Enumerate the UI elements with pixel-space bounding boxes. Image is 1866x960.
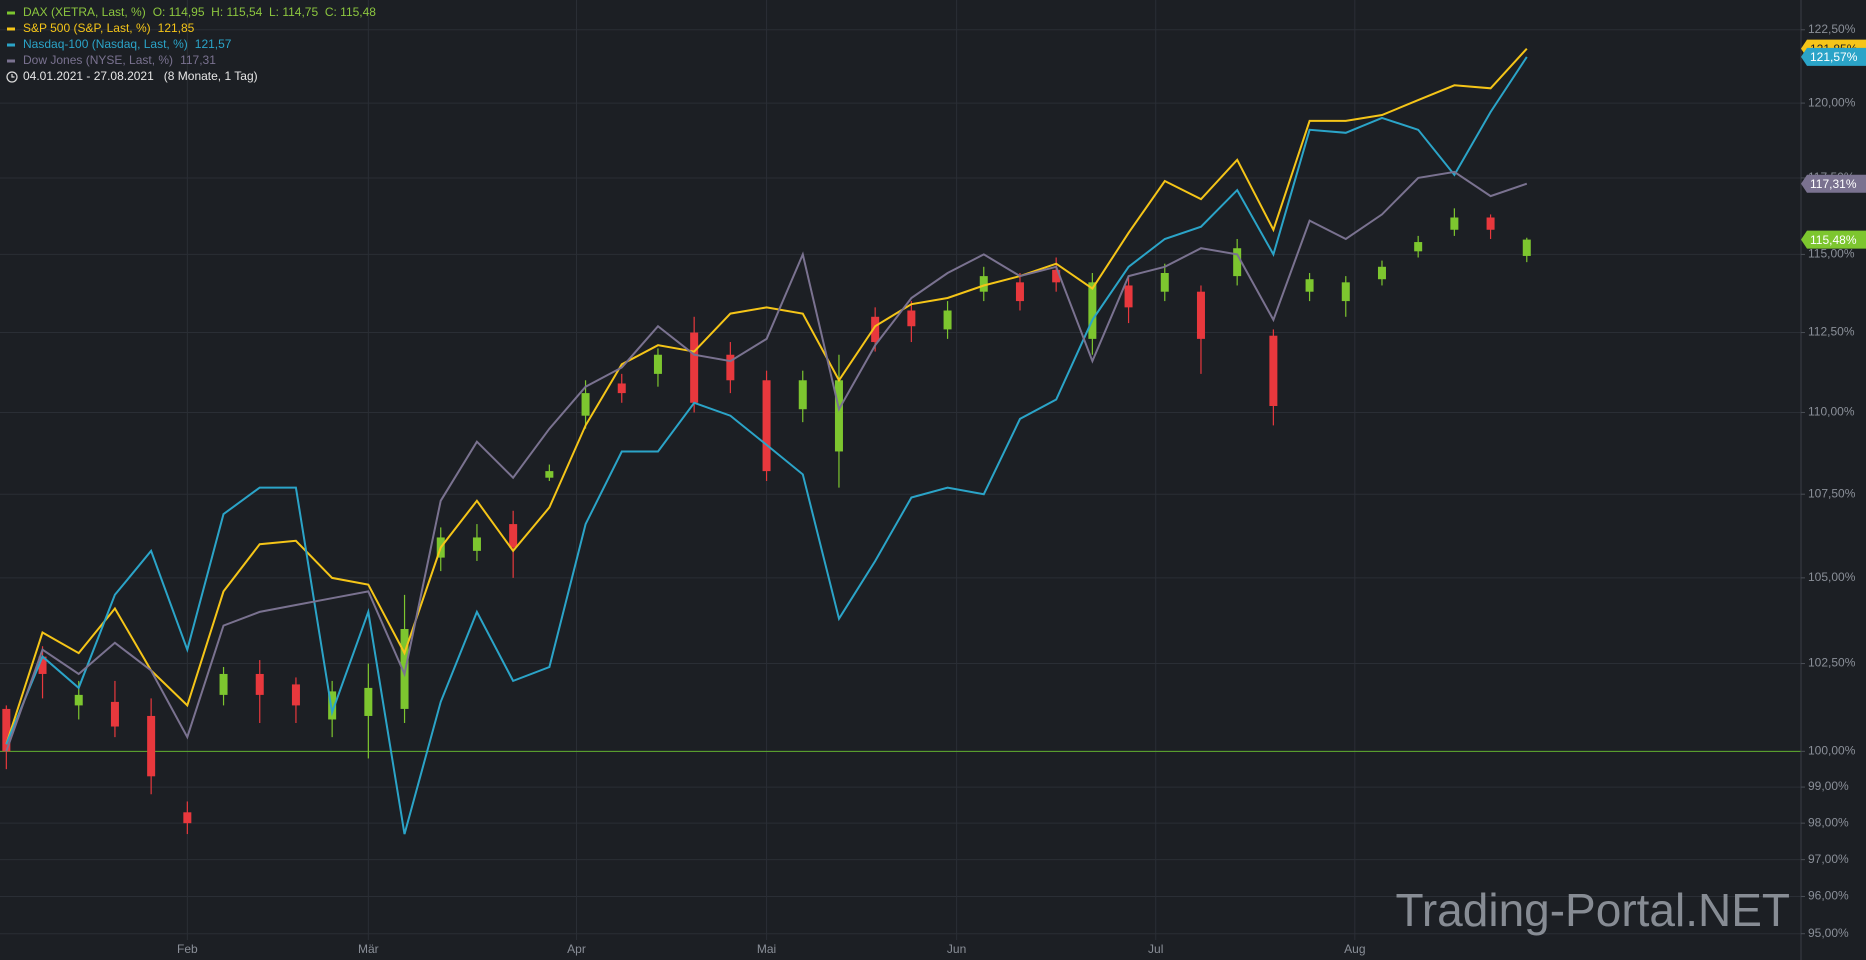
legend-name: S&P 500 (S&P, Last, %) — [23, 21, 151, 35]
candle-body — [472, 537, 481, 551]
y-tick-label: 97,00% — [1808, 852, 1849, 866]
y-tick-label: 107,50% — [1808, 486, 1856, 500]
date-range: 04.01.2021 - 27.08.2021 — [23, 69, 154, 83]
axis: 95,00% 96,00% 97,00% 98,00% 99,00% 100,00% 102… — [177, 22, 1866, 956]
x-tick-label: Mär — [358, 942, 379, 956]
x-tick-label: Aug — [1344, 942, 1365, 956]
candle-body — [147, 715, 156, 777]
candle-body — [183, 812, 192, 824]
candle-body — [545, 471, 554, 478]
candle-body — [1486, 217, 1495, 230]
value-tag — [1801, 174, 1866, 193]
candle-body — [364, 687, 373, 716]
y-tick-label: 102,50% — [1808, 656, 1856, 670]
y-tick-label: 99,00% — [1808, 779, 1849, 793]
candle-body — [1305, 279, 1314, 292]
legend-value: 121,57 — [195, 37, 232, 51]
candle-body — [653, 354, 662, 374]
y-tick-label: 100,00% — [1808, 744, 1856, 758]
legend: 04.01.2021 - 27.08.2021 (8 Monate, 1 Tag… — [6, 5, 377, 83]
candle-body — [291, 684, 300, 706]
candle-body — [871, 316, 880, 343]
candle-body — [1450, 217, 1459, 230]
legend-marker — [7, 43, 15, 47]
y-tick-label: 95,00% — [1808, 926, 1849, 940]
candle-body — [219, 673, 228, 695]
plot — [0, 48, 1801, 835]
x-tick-label: Jul — [1148, 942, 1163, 956]
candle-body — [38, 656, 47, 674]
y-tick-label: 122,50% — [1808, 22, 1856, 36]
legend-name: DAX (XETRA, Last, %) — [23, 5, 146, 19]
value-tag-label: 117,31% — [1810, 177, 1857, 191]
legend-value: O: 114,95 H: 115,54 L: 114,75 C: 115,48 — [153, 5, 377, 19]
candle-body — [834, 380, 843, 452]
candle-body — [2, 708, 11, 752]
candle-body — [110, 701, 119, 727]
candle-body — [1160, 273, 1169, 292]
candle-body — [1341, 282, 1350, 302]
legend-marker — [7, 59, 15, 63]
y-tick-label: 96,00% — [1808, 889, 1849, 903]
candle-body — [690, 332, 699, 403]
legend-name: Dow Jones (NYSE, Last, %) — [23, 53, 173, 67]
legend-marker — [7, 11, 15, 15]
x-tick-label: Feb — [177, 942, 198, 956]
candle-body — [1233, 248, 1242, 277]
candle-body — [907, 310, 916, 327]
candle-body — [1088, 282, 1097, 339]
candle-body — [328, 691, 337, 720]
legend-value: 121,85 — [158, 21, 195, 35]
y-tick-label: 120,00% — [1808, 95, 1856, 109]
value-tag-label: 115,48% — [1810, 233, 1857, 247]
watermark: Trading-Portal.NET — [1395, 884, 1790, 936]
series-line — [5, 56, 1528, 835]
candle-body — [1124, 285, 1133, 308]
value-tag — [1801, 47, 1866, 66]
candle-body — [255, 673, 264, 695]
clock-icon — [6, 71, 18, 83]
candle-body — [943, 310, 952, 330]
y-tick-label: 110,00% — [1808, 405, 1855, 419]
series-line — [5, 48, 1528, 745]
y-tick-label: 105,00% — [1808, 570, 1856, 584]
candle-body — [1015, 282, 1024, 302]
x-tick-label: Jun — [947, 942, 966, 956]
legend-name: Nasdaq-100 (Nasdaq, Last, %) — [23, 37, 188, 51]
value-tag — [1801, 230, 1866, 249]
candle-body — [74, 694, 83, 706]
candle-body — [617, 383, 626, 394]
value-tag-label: 121,57% — [1810, 50, 1858, 64]
x-tick-label: Apr — [567, 942, 586, 956]
candle-body — [726, 354, 735, 381]
series-line — [5, 170, 1528, 752]
candle-body — [798, 380, 807, 410]
candle-body — [1269, 335, 1278, 406]
candle-body — [1377, 266, 1386, 280]
y-tick-label: 115,00% — [1808, 247, 1855, 261]
y-tick-label: 98,00% — [1808, 815, 1849, 829]
legend-marker — [7, 27, 15, 31]
candle-body — [581, 393, 590, 416]
candle-body — [509, 524, 518, 548]
x-tick-label: Mai — [757, 942, 776, 956]
candle-body — [1052, 269, 1061, 283]
date-span: (8 Monate, 1 Tag) — [164, 69, 258, 83]
legend-value: 117,31 — [180, 53, 216, 67]
candle-body — [1414, 242, 1423, 252]
clock-hand — [11, 74, 15, 78]
candle-body — [1522, 239, 1531, 256]
candle-body — [979, 276, 988, 292]
candle-body — [762, 380, 771, 472]
candle-body — [1196, 291, 1205, 339]
y-tick-label: 112,50% — [1808, 325, 1855, 339]
